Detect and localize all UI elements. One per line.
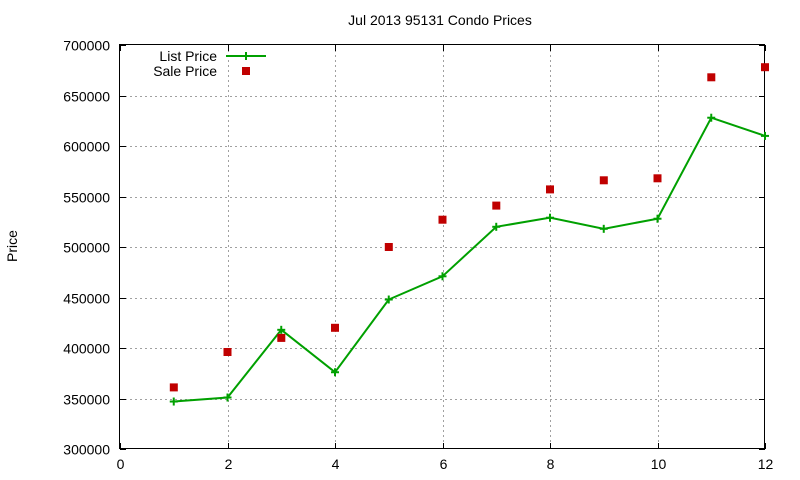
sale-price-point — [546, 185, 554, 193]
x-tick-label: 6 — [440, 456, 448, 472]
series-list-price — [170, 114, 769, 406]
sale-price-point — [707, 73, 715, 81]
y-tick-label: 550000 — [63, 190, 110, 206]
y-tick-label: 650000 — [63, 89, 110, 105]
sale-price-point — [439, 216, 447, 224]
y-tick-label: 700000 — [63, 38, 110, 54]
y-tick-label: 500000 — [63, 240, 110, 256]
legend-marker — [242, 67, 250, 75]
sale-price-point — [761, 63, 769, 71]
sale-price-point — [277, 334, 285, 342]
list-price-point — [546, 214, 554, 222]
sale-price-point — [492, 202, 500, 210]
x-tick-label: 4 — [332, 456, 340, 472]
x-tick-label: 12 — [758, 456, 774, 472]
y-tick-label: 300000 — [63, 442, 110, 458]
x-tick-label: 0 — [117, 456, 125, 472]
sale-price-point — [385, 243, 393, 251]
x-tick-label: 10 — [651, 456, 667, 472]
legend-label: List Price — [159, 48, 217, 64]
list-price-point — [707, 114, 715, 122]
sale-price-point — [224, 348, 232, 356]
sale-price-point — [331, 324, 339, 332]
series — [170, 63, 769, 405]
sale-price-point — [600, 176, 608, 184]
grid — [120, 45, 765, 449]
list-price-point — [654, 215, 662, 223]
sale-price-point — [654, 174, 662, 182]
legend-marker — [242, 52, 250, 60]
series-sale-price — [170, 63, 769, 391]
list-price-point — [170, 398, 178, 406]
legend-label: Sale Price — [153, 63, 217, 79]
y-tick-label: 450000 — [63, 291, 110, 307]
list-price-point — [600, 225, 608, 233]
y-tick-label: 400000 — [63, 341, 110, 357]
x-tick-label: 8 — [547, 456, 555, 472]
y-tick-label: 600000 — [63, 139, 110, 155]
axis-ticks: 300000 350000 400000 450000 500000 550000 6000… — [63, 38, 773, 473]
chart-title: Jul 2013 95131 Condo Prices — [348, 12, 532, 28]
y-axis-label: Price — [4, 230, 20, 262]
plot-frame — [120, 45, 765, 449]
y-tick-label: 350000 — [63, 392, 110, 408]
x-tick-label: 2 — [225, 456, 233, 472]
sale-price-point — [170, 383, 178, 391]
list-price-line — [174, 118, 765, 402]
list-price-point — [761, 132, 769, 140]
